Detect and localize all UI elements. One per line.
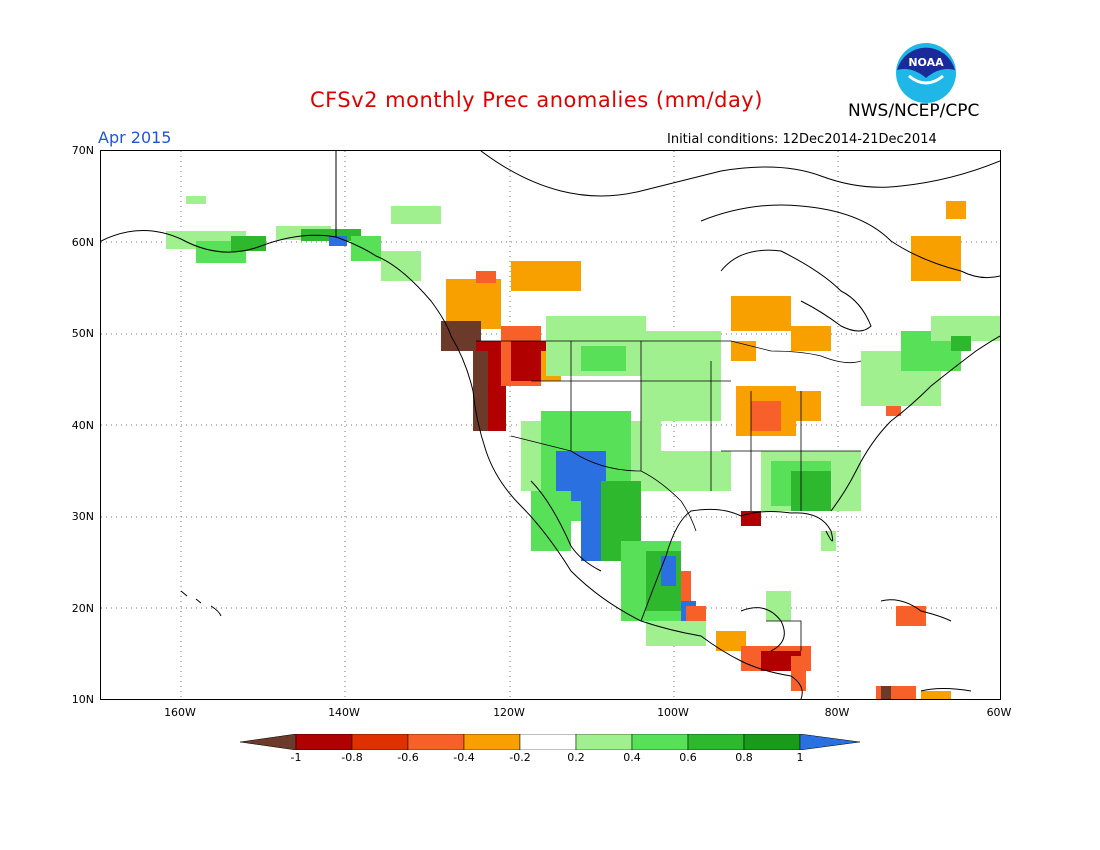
colorbar-label: -0.2 xyxy=(509,751,531,764)
pacific-northwest-anomalies xyxy=(441,201,966,431)
lat-label-70n: 70N xyxy=(71,144,94,157)
lon-label-60w: 60W xyxy=(986,706,1012,719)
colorbar-label: -0.8 xyxy=(341,751,363,764)
lon-label-100w: 100W xyxy=(657,706,689,719)
colorbar-label: -0.6 xyxy=(397,751,419,764)
noaa-logo-text: NOAA xyxy=(908,56,944,69)
lat-label-40n: 40N xyxy=(71,419,94,432)
initial-conditions: Initial conditions: 12Dec2014-21Dec2014 xyxy=(667,132,937,147)
colorbar-low-triangle xyxy=(240,734,297,750)
color-scale-bar xyxy=(240,734,860,750)
forecast-month: Apr 2015 xyxy=(98,128,172,147)
colorbar-label: -0.4 xyxy=(453,751,475,764)
noaa-logo: NOAA xyxy=(896,43,956,103)
lat-label-10n: 10N xyxy=(71,693,94,706)
lon-label-80w: 80W xyxy=(824,706,850,719)
southeast-anomalies xyxy=(741,316,1000,551)
agency-label: NWS/NCEP/CPC xyxy=(848,101,980,121)
lon-label-160w: 160W xyxy=(164,706,196,719)
lon-label-140w: 140W xyxy=(328,706,360,719)
coastlines xyxy=(101,151,1000,699)
alaska-anomalies xyxy=(166,196,441,281)
lat-label-30n: 30N xyxy=(71,510,94,523)
lat-label-60n: 60N xyxy=(71,236,94,249)
lon-label-120w: 120W xyxy=(493,706,525,719)
map-panel xyxy=(100,150,1001,700)
colorbar-high-triangle xyxy=(799,734,860,750)
colorbar-label: 1 xyxy=(796,751,804,764)
chart-title: CFSv2 monthly Prec anomalies (mm/day) xyxy=(310,88,763,112)
lat-label-50n: 50N xyxy=(71,327,94,340)
western-us-anomalies xyxy=(521,316,731,646)
colorbar-label: 0.4 xyxy=(623,751,641,764)
central-america-anomalies xyxy=(716,591,951,699)
anomaly-map xyxy=(101,151,1000,699)
lat-label-20n: 20N xyxy=(71,602,94,615)
colorbar-label: 0.2 xyxy=(567,751,585,764)
political-borders xyxy=(335,151,862,651)
colorbar-label: 0.8 xyxy=(735,751,753,764)
colorbar-label: -1 xyxy=(290,751,302,764)
colorbar-label: 0.6 xyxy=(679,751,697,764)
